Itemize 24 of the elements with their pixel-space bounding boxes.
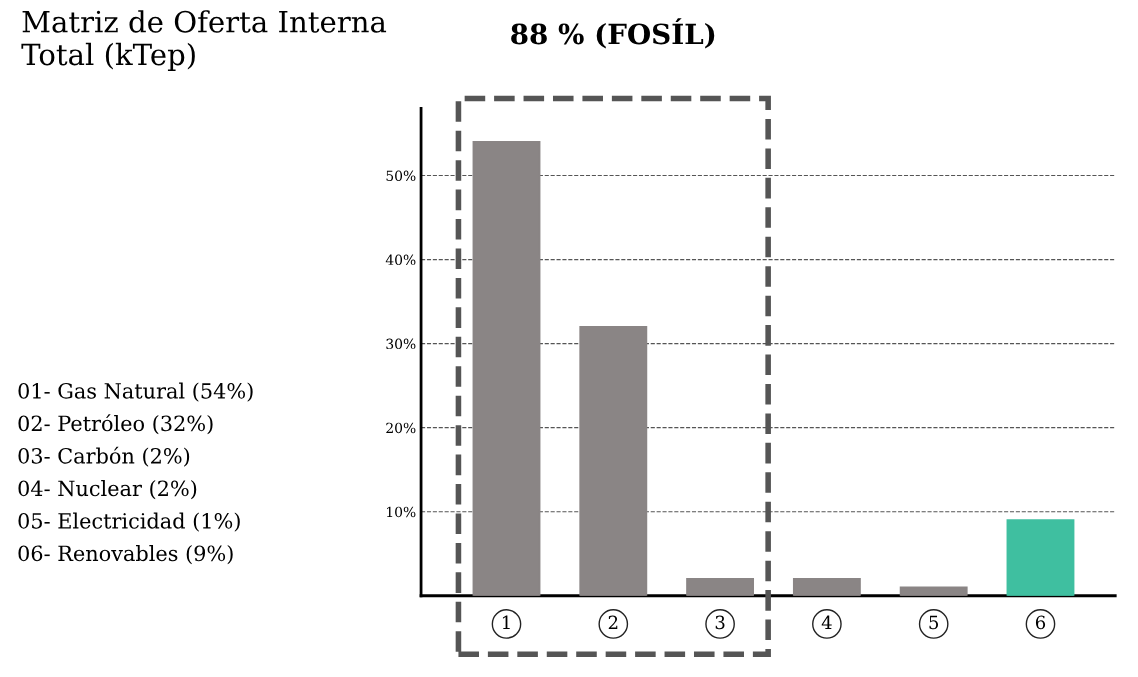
y-tick-label: 20% <box>386 422 416 434</box>
bar <box>579 325 648 596</box>
text: 03- Carbón (2%) <box>18 446 190 467</box>
x-tick-label: 6 <box>1035 615 1046 630</box>
y-tick-label: 10% <box>387 506 416 518</box>
text: 02- Petróleo (32%) <box>18 414 213 435</box>
x-tick-label: 3 <box>715 615 725 630</box>
text: 01- Gas Natural (54%) <box>18 382 253 402</box>
x-tick-label: 5 <box>929 615 939 630</box>
bar <box>1006 519 1075 596</box>
text: 05- Electricidad (1%) <box>18 512 240 532</box>
x-tick-label: 4 <box>821 615 832 629</box>
chart-title: Matriz de Oferta Interna Total (kTep) <box>21 10 387 72</box>
bar <box>686 578 755 596</box>
text: 06- Renovables (9%) <box>18 545 233 565</box>
bar <box>792 578 861 596</box>
bar <box>472 141 541 596</box>
y-tick-label: 40% <box>385 254 416 266</box>
x-tick-label: 2 <box>608 615 618 629</box>
text: 88 % (FOSÍL) <box>511 18 715 49</box>
y-tick-label: 30% <box>386 338 416 350</box>
x-tick-label: 1 <box>502 615 510 629</box>
y-tick-label: 50% <box>386 170 416 182</box>
text: 04- Nuclear (2%) <box>18 480 197 500</box>
